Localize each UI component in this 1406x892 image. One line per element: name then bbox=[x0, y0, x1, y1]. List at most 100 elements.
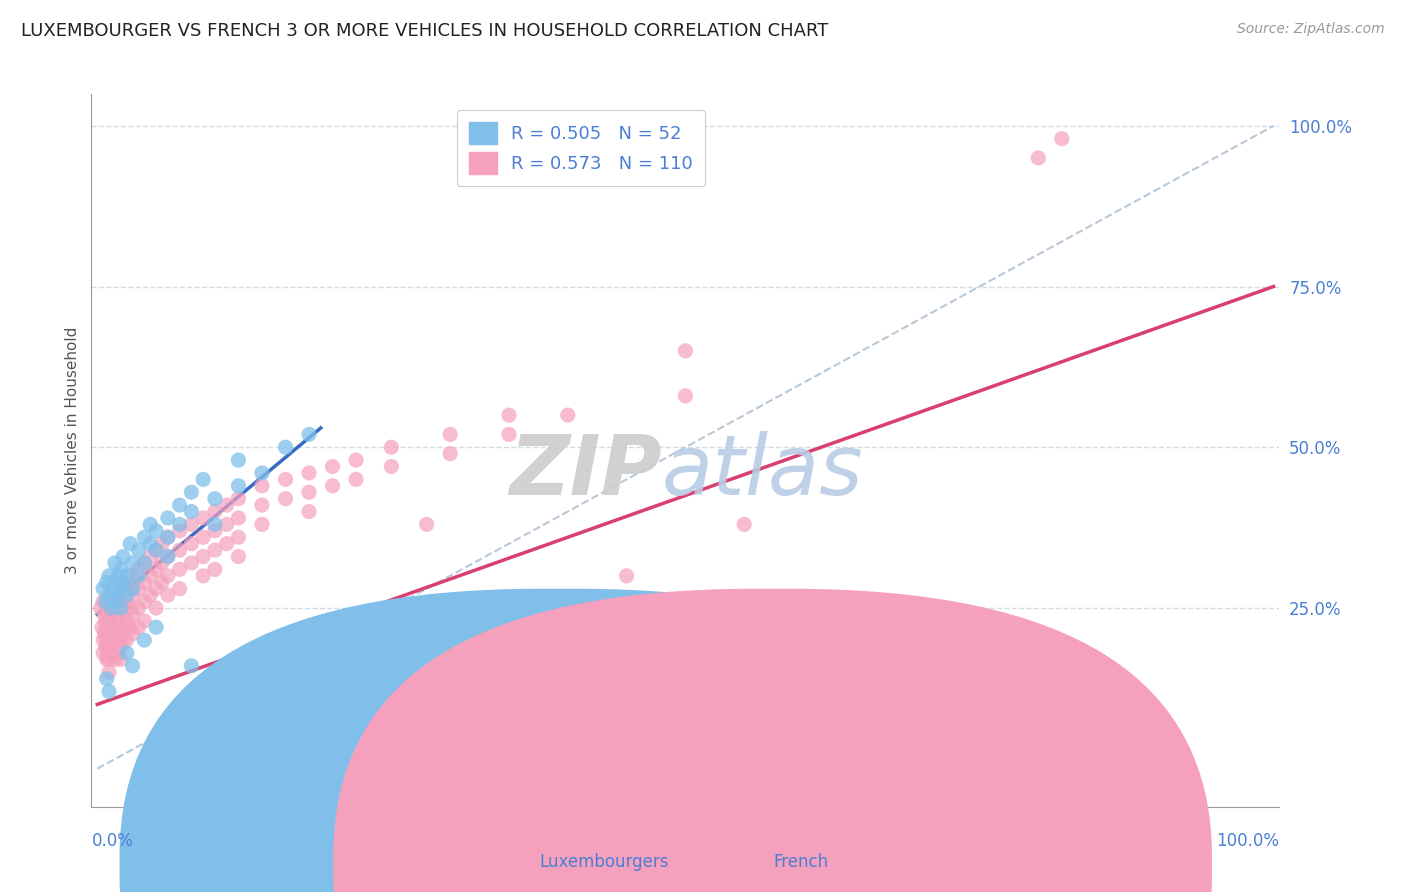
Point bbox=[169, 524, 191, 538]
Point bbox=[91, 633, 114, 648]
Point bbox=[134, 556, 156, 570]
Point bbox=[107, 594, 129, 608]
Point bbox=[145, 543, 167, 558]
Point bbox=[215, 537, 238, 551]
Point bbox=[100, 601, 122, 615]
Point bbox=[127, 562, 149, 576]
Point bbox=[104, 620, 127, 634]
Point bbox=[156, 549, 179, 564]
Point bbox=[298, 504, 321, 518]
Point bbox=[191, 472, 214, 486]
Point bbox=[112, 575, 135, 590]
Point bbox=[127, 582, 149, 596]
Point bbox=[274, 491, 297, 506]
Point bbox=[134, 556, 156, 570]
Point bbox=[110, 640, 132, 654]
Point bbox=[127, 543, 149, 558]
Point bbox=[298, 427, 321, 442]
Point bbox=[150, 575, 173, 590]
Point bbox=[380, 440, 402, 454]
Point bbox=[115, 646, 138, 660]
Point bbox=[96, 633, 118, 648]
Text: Luxembourgers: Luxembourgers bbox=[540, 853, 669, 871]
Point bbox=[139, 537, 162, 551]
Point bbox=[98, 665, 121, 680]
Point bbox=[115, 575, 138, 590]
Point bbox=[1026, 151, 1049, 165]
Text: French: French bbox=[773, 853, 830, 871]
Point bbox=[121, 626, 143, 640]
Point bbox=[969, 678, 991, 692]
Point bbox=[96, 652, 118, 666]
Point bbox=[110, 601, 132, 615]
Point bbox=[557, 408, 579, 422]
Point bbox=[228, 491, 250, 506]
Point bbox=[156, 530, 179, 544]
Point bbox=[91, 582, 114, 596]
Point bbox=[115, 633, 138, 648]
Point bbox=[93, 626, 115, 640]
Point bbox=[180, 517, 202, 532]
Point bbox=[910, 652, 932, 666]
Point bbox=[344, 453, 367, 467]
Point bbox=[98, 652, 121, 666]
Point bbox=[98, 569, 121, 583]
Point bbox=[94, 614, 117, 628]
Point bbox=[228, 479, 250, 493]
Point bbox=[169, 498, 191, 512]
Point bbox=[96, 672, 118, 686]
Point bbox=[250, 479, 273, 493]
Point bbox=[112, 549, 135, 564]
Point bbox=[415, 517, 437, 532]
Point bbox=[851, 620, 873, 634]
Text: Source: ZipAtlas.com: Source: ZipAtlas.com bbox=[1237, 22, 1385, 37]
Point bbox=[139, 569, 162, 583]
Point bbox=[150, 537, 173, 551]
Y-axis label: 3 or more Vehicles in Household: 3 or more Vehicles in Household bbox=[65, 326, 80, 574]
Text: ZIP: ZIP bbox=[509, 432, 662, 512]
Point bbox=[110, 652, 132, 666]
Point bbox=[134, 633, 156, 648]
Point bbox=[139, 549, 162, 564]
Point bbox=[98, 588, 121, 602]
Point bbox=[104, 594, 127, 608]
Point bbox=[110, 588, 132, 602]
Point bbox=[191, 549, 214, 564]
Point bbox=[134, 575, 156, 590]
Point bbox=[380, 459, 402, 474]
Point bbox=[191, 569, 214, 583]
Point bbox=[156, 530, 179, 544]
Point bbox=[498, 427, 520, 442]
Point bbox=[115, 614, 138, 628]
Point bbox=[792, 601, 814, 615]
Point bbox=[100, 620, 122, 634]
Point bbox=[139, 588, 162, 602]
Point bbox=[104, 556, 127, 570]
Point bbox=[121, 658, 143, 673]
Point bbox=[498, 408, 520, 422]
Point bbox=[127, 601, 149, 615]
Point bbox=[156, 588, 179, 602]
Point bbox=[115, 569, 138, 583]
Point bbox=[228, 549, 250, 564]
Point bbox=[107, 614, 129, 628]
Text: 0.0%: 0.0% bbox=[91, 831, 134, 849]
Point bbox=[156, 549, 179, 564]
Point bbox=[228, 511, 250, 525]
Point bbox=[93, 607, 115, 622]
Point bbox=[127, 569, 149, 583]
Point bbox=[107, 569, 129, 583]
Point bbox=[107, 646, 129, 660]
Point bbox=[150, 556, 173, 570]
Point bbox=[675, 389, 697, 403]
Point bbox=[191, 511, 214, 525]
Point bbox=[204, 524, 226, 538]
Text: atlas: atlas bbox=[662, 432, 863, 512]
Point bbox=[112, 582, 135, 596]
Point bbox=[180, 485, 202, 500]
Point bbox=[121, 556, 143, 570]
Point bbox=[134, 530, 156, 544]
Text: LUXEMBOURGER VS FRENCH 3 OR MORE VEHICLES IN HOUSEHOLD CORRELATION CHART: LUXEMBOURGER VS FRENCH 3 OR MORE VEHICLE… bbox=[21, 22, 828, 40]
Point bbox=[120, 537, 142, 551]
Point bbox=[274, 440, 297, 454]
